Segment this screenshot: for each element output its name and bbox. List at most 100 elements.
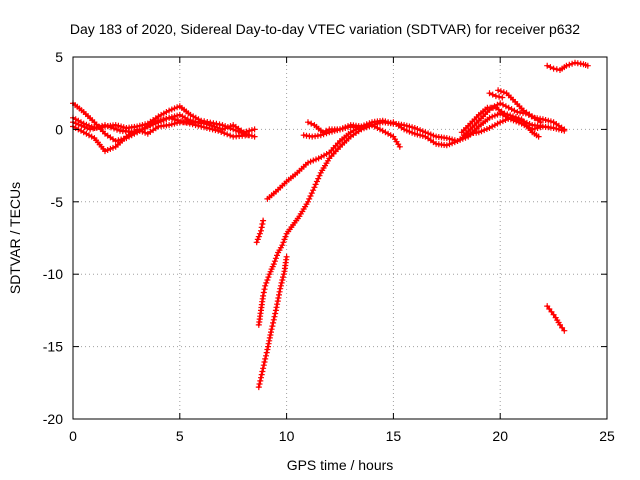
- data-point-marker: [584, 62, 591, 69]
- data-point-marker: [308, 120, 315, 127]
- x-tick-label: 20: [492, 428, 508, 444]
- data-point-marker: [497, 119, 504, 126]
- y-axis-label: SDTVAR / TECUs: [7, 182, 23, 294]
- data-point-marker: [120, 124, 127, 131]
- data-point-marker: [544, 62, 551, 69]
- data-point-marker: [494, 111, 501, 118]
- data-point-marker: [102, 122, 108, 129]
- data-point-marker: [206, 125, 213, 132]
- data-point-marker: [254, 236, 261, 243]
- data-point-marker: [270, 316, 277, 323]
- data-point-marker: [258, 224, 265, 231]
- data-point-marker: [566, 61, 573, 68]
- data-point-marker: [363, 123, 370, 130]
- series-arc-3: [70, 119, 258, 155]
- data-point-marker: [311, 184, 318, 191]
- data-point-marker: [510, 113, 516, 120]
- data-point-marker: [90, 125, 97, 132]
- series-arc-14: [495, 87, 544, 126]
- data-point-marker: [312, 181, 319, 188]
- data-point-marker: [248, 132, 255, 139]
- data-point-marker: [260, 217, 267, 224]
- plot-frame: [72, 56, 608, 420]
- data-point-marker: [260, 365, 267, 372]
- data-point-marker: [269, 323, 276, 330]
- data-point-marker: [451, 139, 458, 146]
- data-point-marker: [255, 233, 262, 240]
- data-point-marker: [315, 175, 322, 182]
- data-point-marker: [278, 279, 285, 286]
- data-point-marker: [280, 239, 287, 246]
- x-tick-label: 10: [279, 428, 295, 444]
- data-point-marker: [280, 271, 287, 278]
- data-point-marker: [166, 122, 173, 129]
- data-point-marker: [259, 368, 266, 375]
- data-point-marker: [542, 117, 549, 123]
- data-point-marker: [203, 125, 210, 131]
- data-point-marker: [258, 371, 265, 378]
- data-point-marker: [414, 131, 421, 138]
- data-point-marker: [110, 144, 116, 151]
- data-point-marker: [504, 111, 511, 118]
- data-point-marker: [183, 119, 190, 126]
- data-point-marker: [221, 130, 228, 137]
- data-point-marker: [274, 301, 281, 308]
- data-point-marker: [255, 384, 262, 391]
- data-point-marker: [102, 148, 108, 155]
- data-point-marker: [481, 127, 488, 134]
- x-axis-label: GPS time / hours: [287, 457, 394, 473]
- data-point-marker: [305, 198, 311, 205]
- data-point-marker: [115, 122, 122, 129]
- data-point-marker: [547, 118, 554, 125]
- data-point-marker: [535, 133, 542, 140]
- data-point-marker: [253, 239, 260, 246]
- data-point-marker: [499, 94, 506, 101]
- data-point-marker: [186, 120, 193, 127]
- data-point-marker: [406, 128, 413, 135]
- data-point-marker: [326, 129, 333, 136]
- data-point-marker: [401, 126, 408, 133]
- data-point-marker: [475, 129, 482, 136]
- data-point-marker: [279, 277, 286, 283]
- data-point-marker: [443, 135, 450, 142]
- data-point-marker: [550, 125, 557, 131]
- data-point-marker: [310, 157, 317, 164]
- grid-lines: [73, 57, 607, 419]
- data-point-marker: [151, 119, 158, 126]
- data-point-marker: [181, 119, 188, 126]
- data-point-marker: [168, 121, 175, 128]
- data-point-marker: [81, 124, 88, 130]
- series-arc-5: [255, 119, 397, 328]
- x-tick-label: 0: [69, 428, 77, 444]
- data-point-marker: [502, 117, 509, 123]
- data-point-marker: [342, 125, 349, 131]
- data-point-marker: [263, 279, 270, 286]
- data-point-marker: [569, 60, 576, 67]
- data-point-marker: [313, 178, 320, 185]
- data-point-marker: [258, 227, 264, 234]
- data-point-marker: [174, 104, 181, 111]
- data-point-marker: [112, 122, 119, 129]
- data-point-marker: [550, 65, 557, 72]
- data-point-marker: [409, 129, 416, 136]
- data-point-marker: [307, 158, 314, 165]
- data-point-marker: [263, 349, 270, 356]
- data-point-marker: [172, 116, 179, 123]
- data-point-marker: [178, 118, 185, 125]
- data-point-marker: [337, 126, 343, 133]
- data-point-marker: [108, 124, 114, 131]
- data-point-marker: [192, 122, 199, 129]
- data-point-marker: [486, 90, 493, 97]
- data-point-marker: [114, 126, 120, 133]
- data-point-marker: [271, 313, 278, 320]
- data-point-marker: [277, 285, 284, 292]
- data-point-marker: [263, 352, 269, 359]
- data-point-marker: [246, 127, 253, 134]
- data-point-marker: [323, 130, 330, 137]
- data-point-marker: [195, 122, 202, 129]
- data-point-marker: [500, 101, 506, 108]
- data-point-marker: [270, 261, 277, 268]
- data-point-marker: [272, 255, 279, 262]
- data-point-marker: [163, 115, 170, 122]
